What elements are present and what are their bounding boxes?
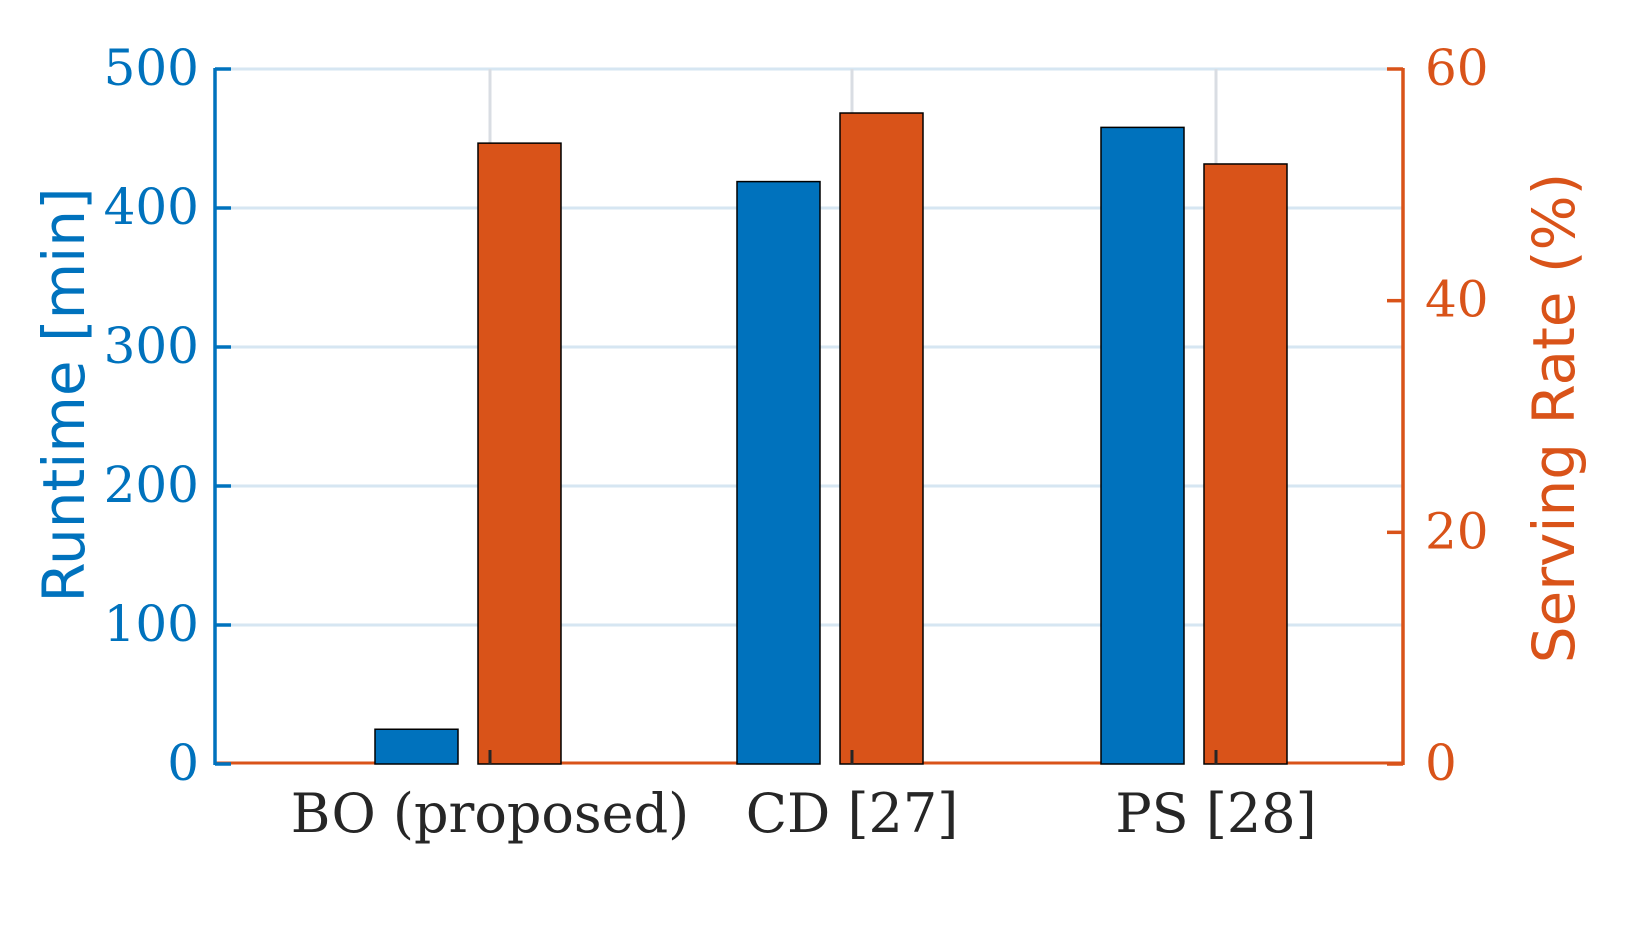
bar-runtime: [1100, 126, 1185, 765]
y-tick-label-right: 20: [1425, 502, 1489, 560]
y-axis-right-label: Serving Rate (%): [1520, 173, 1588, 664]
x-tick-label: BO (proposed): [291, 782, 689, 845]
y-tick-label-left: 300: [104, 317, 199, 375]
bar-serving-rate: [477, 142, 562, 765]
y-tick-label-right: 60: [1425, 39, 1489, 97]
y-tick-label-left: 400: [104, 178, 199, 236]
axes: [213, 67, 1405, 766]
y-axis-left-label: Runtime [min]: [30, 187, 98, 602]
tick-labels: 0 100 200 300 400 500 0 20 40 60 BO (proposed) CD […: [104, 39, 1489, 845]
y-tick-label-left: 500: [104, 39, 199, 97]
x-tick-label: PS [28]: [1115, 782, 1316, 845]
bar-serving-rate: [1203, 163, 1288, 765]
y-tick-label-left: 200: [104, 456, 199, 514]
bar-runtime: [736, 180, 821, 765]
bars: [374, 112, 1288, 765]
bar-runtime: [374, 728, 459, 765]
y-tick-label-left: 100: [104, 595, 199, 653]
y-tick-label-right: 0: [1425, 734, 1457, 792]
y-tick-label-left: 0: [167, 734, 199, 792]
x-tick-label: CD [27]: [746, 782, 959, 845]
y-tick-label-right: 40: [1425, 271, 1489, 329]
bar-serving-rate: [839, 112, 924, 765]
